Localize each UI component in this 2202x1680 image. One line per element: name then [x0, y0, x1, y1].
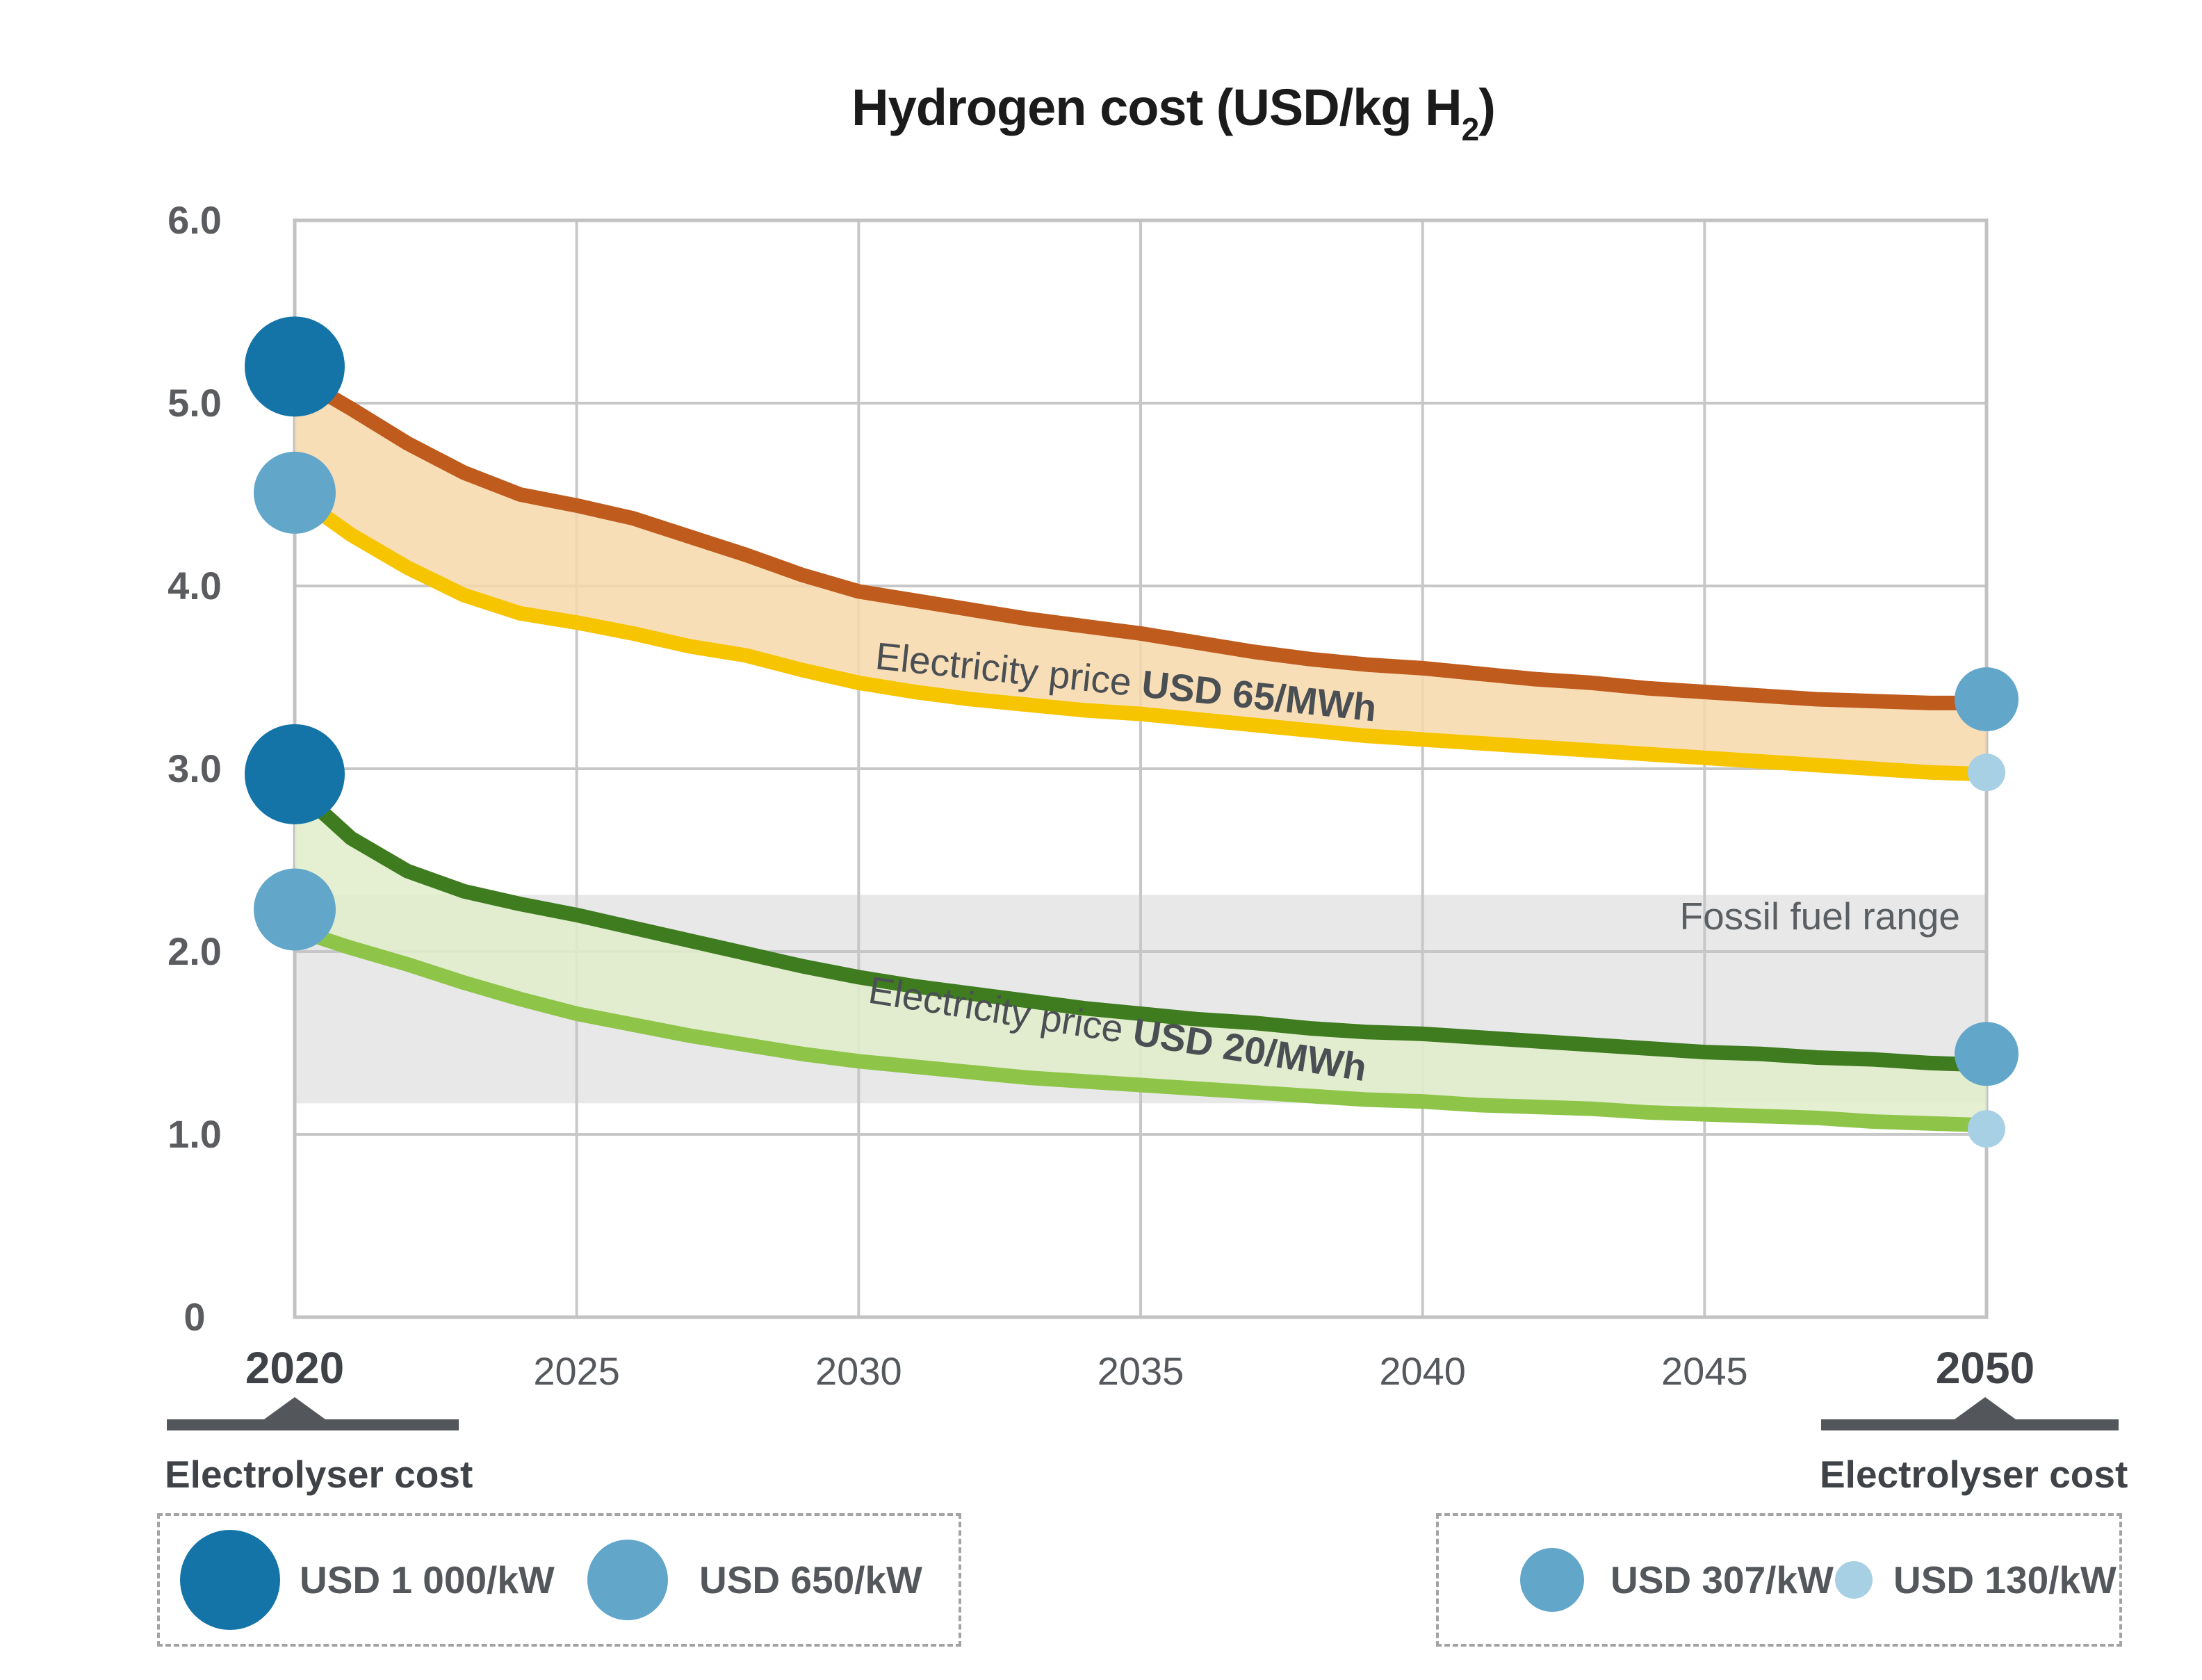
title-text: Hydrogen cost (USD/kg H: [851, 79, 1462, 136]
legend-label-usd-650-kw: USD 650/kW: [699, 1558, 922, 1601]
marker-2050-usd-307-kw: [1955, 667, 2018, 732]
marker-2020-usd-650-kw: [254, 868, 336, 951]
marker-2050-usd-307-kw: [1955, 1022, 2018, 1086]
y-axis-label-3.0: 3.0: [168, 747, 222, 790]
elec-65-electrolyser-low-line: [287, 487, 1994, 782]
y-axis-label-1.0: 1.0: [168, 1112, 222, 1156]
legend-label-usd-1000-kw: USD 1 000/kW: [300, 1558, 555, 1601]
legend-dot-usd-130-kw: [1835, 1561, 1873, 1599]
electricity-price-65-band: [295, 375, 1987, 774]
x-axis-label-2020: 2020: [245, 1343, 345, 1393]
legend-dot-usd-650-kw: [587, 1540, 668, 1620]
marker-2020-usd-1-000-kw: [245, 724, 345, 824]
y-axis-label-2.0: 2.0: [168, 929, 222, 973]
legend-label-usd-130-kw: USD 130/kW: [1893, 1558, 2117, 1601]
fossil-fuel-range-label: Fossil fuel range: [1679, 895, 1960, 938]
y-axis-label-0: 0: [184, 1295, 206, 1339]
title-subscript: 2: [1461, 111, 1480, 147]
marker-2050-usd-130-kw: [1968, 753, 2005, 792]
title-suffix: ): [1478, 79, 1496, 136]
marker-2020-usd-1-000-kw: [245, 316, 345, 417]
x-axis-label-2040: 2040: [1379, 1349, 1466, 1393]
electrolyser-cost-caption-right: Electrolyser cost: [1820, 1453, 2128, 1496]
elec-20-electrolyser-low-line: [287, 922, 1994, 1133]
y-axis-label-4.0: 4.0: [168, 564, 222, 607]
y-axis-label-6.0: 6.0: [168, 198, 222, 242]
electricity-price-20-band: [295, 787, 1987, 1125]
electrolyser-cost-caption-left: Electrolyser cost: [165, 1453, 473, 1496]
legend-label-usd-307-kw: USD 307/kW: [1610, 1558, 1834, 1601]
marker-2050-usd-130-kw: [1968, 1110, 2005, 1148]
elec-65-electrolyser-high-line: [287, 368, 1994, 710]
legend-box-2020: USD 1 000/kW USD 650/kW: [157, 1513, 961, 1647]
axis-pointer-2020: [167, 1397, 459, 1430]
legend-dot-usd-307-kw: [1520, 1548, 1584, 1612]
x-axis-label-2025: 2025: [533, 1349, 620, 1393]
x-axis-label-2035: 2035: [1097, 1349, 1184, 1393]
axis-pointer-2050: [1821, 1397, 2119, 1430]
legend-box-2050: USD 307/kW USD 130/kW: [1436, 1513, 2122, 1647]
y-axis-label-5.0: 5.0: [168, 381, 222, 425]
x-axis-label-2050: 2050: [1935, 1343, 2035, 1393]
marker-2020-usd-650-kw: [254, 451, 336, 534]
legend-dot-usd-1000-kw: [180, 1530, 280, 1630]
x-axis-label-2045: 2045: [1661, 1349, 1748, 1393]
elec-20-electrolyser-high-line: [287, 779, 1994, 1073]
page-title: Hydrogen cost (USD/kg H2): [721, 78, 1625, 148]
x-axis-label-2030: 2030: [815, 1349, 902, 1393]
